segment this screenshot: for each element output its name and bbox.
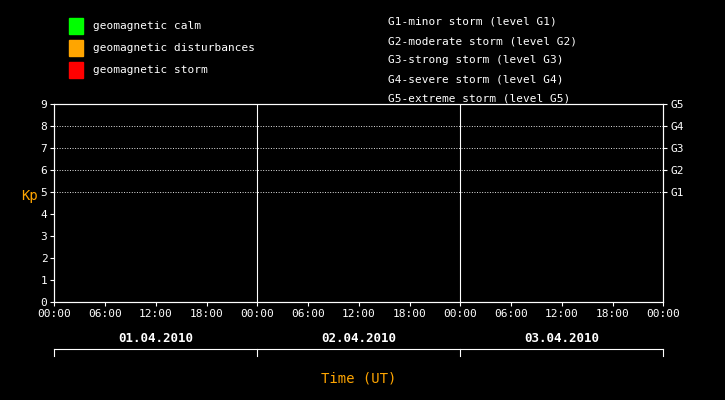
Text: Time (UT): Time (UT) (321, 371, 397, 385)
Text: G4-severe storm (level G4): G4-severe storm (level G4) (388, 74, 563, 85)
Text: geomagnetic storm: geomagnetic storm (93, 65, 207, 75)
Text: G5-extreme storm (level G5): G5-extreme storm (level G5) (388, 94, 570, 104)
Text: G3-strong storm (level G3): G3-strong storm (level G3) (388, 56, 563, 66)
Text: geomagnetic calm: geomagnetic calm (93, 21, 201, 31)
Y-axis label: Kp: Kp (21, 189, 38, 203)
Text: 01.04.2010: 01.04.2010 (118, 332, 194, 344)
Text: 02.04.2010: 02.04.2010 (321, 332, 397, 344)
Text: 03.04.2010: 03.04.2010 (524, 332, 600, 344)
Text: G1-minor storm (level G1): G1-minor storm (level G1) (388, 17, 557, 27)
Text: geomagnetic disturbances: geomagnetic disturbances (93, 43, 254, 53)
Text: G2-moderate storm (level G2): G2-moderate storm (level G2) (388, 36, 577, 46)
